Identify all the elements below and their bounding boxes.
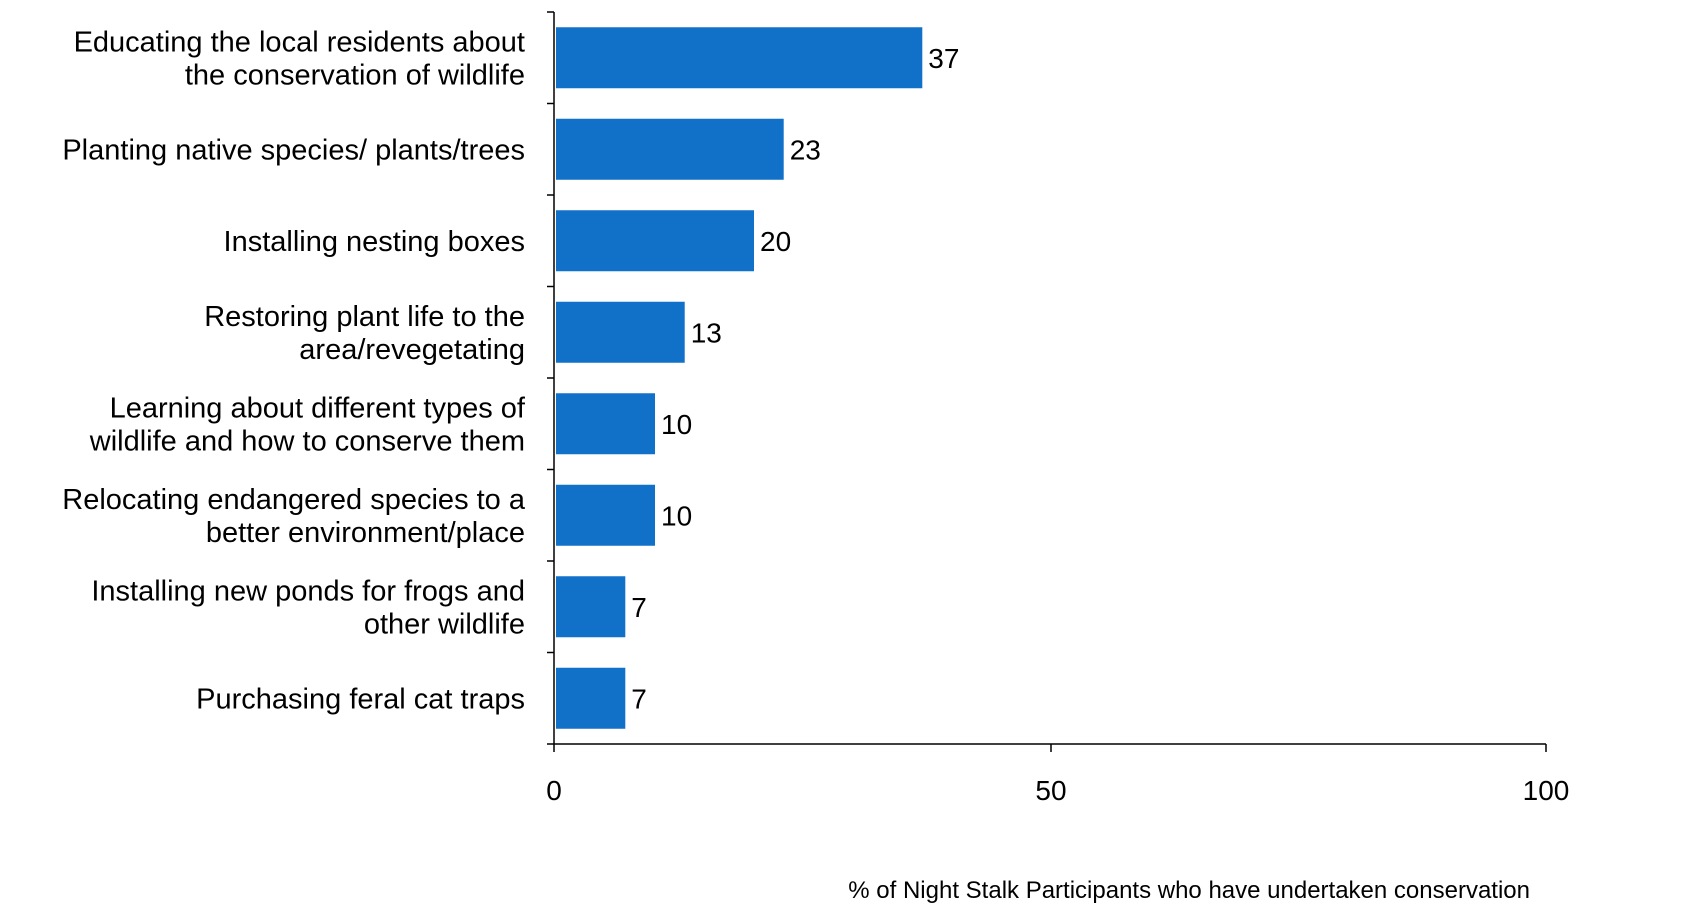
bar <box>556 484 655 546</box>
category-label: Relocating endangered species to a better… <box>62 484 526 549</box>
category-label: Planting native species/ plants/trees <box>62 134 525 166</box>
category-label: Installing new ponds for frogs and other … <box>91 575 525 640</box>
category-labels-group: Educating the local residents about the c… <box>62 26 526 715</box>
x-axis-title: % of Night Stalk Participants who have u… <box>848 877 1530 903</box>
x-ticks-group: 0 50 100 <box>546 744 1569 806</box>
value-label: 23 <box>790 134 821 165</box>
category-label: Educating the local residents about the c… <box>74 26 525 91</box>
x-tick-label: 0 <box>546 775 562 806</box>
x-tick-label: 50 <box>1035 775 1066 806</box>
value-label: 13 <box>691 317 722 348</box>
x-tick-label: 100 <box>1523 775 1570 806</box>
category-label: Purchasing feral cat traps <box>196 683 525 715</box>
bar <box>556 118 784 180</box>
bar <box>556 27 923 89</box>
bar <box>556 576 626 638</box>
value-label: 10 <box>661 409 692 440</box>
bar <box>556 667 626 729</box>
bar <box>556 301 685 363</box>
value-labels-group: 37 23 20 13 10 10 7 7 <box>631 43 959 715</box>
bars-group <box>556 27 923 729</box>
category-label: Restoring plant life to the area/revegeta… <box>204 301 525 366</box>
value-label: 7 <box>631 683 647 714</box>
value-label: 7 <box>631 592 647 623</box>
bar <box>556 210 754 272</box>
y-tick-marks-group <box>547 11 554 745</box>
value-label: 37 <box>928 43 959 74</box>
category-label: Learning about different types of wildlif… <box>89 392 526 457</box>
value-label: 20 <box>760 226 791 257</box>
value-label: 10 <box>661 500 692 531</box>
category-label: Installing nesting boxes <box>224 226 525 258</box>
bar <box>556 393 655 455</box>
